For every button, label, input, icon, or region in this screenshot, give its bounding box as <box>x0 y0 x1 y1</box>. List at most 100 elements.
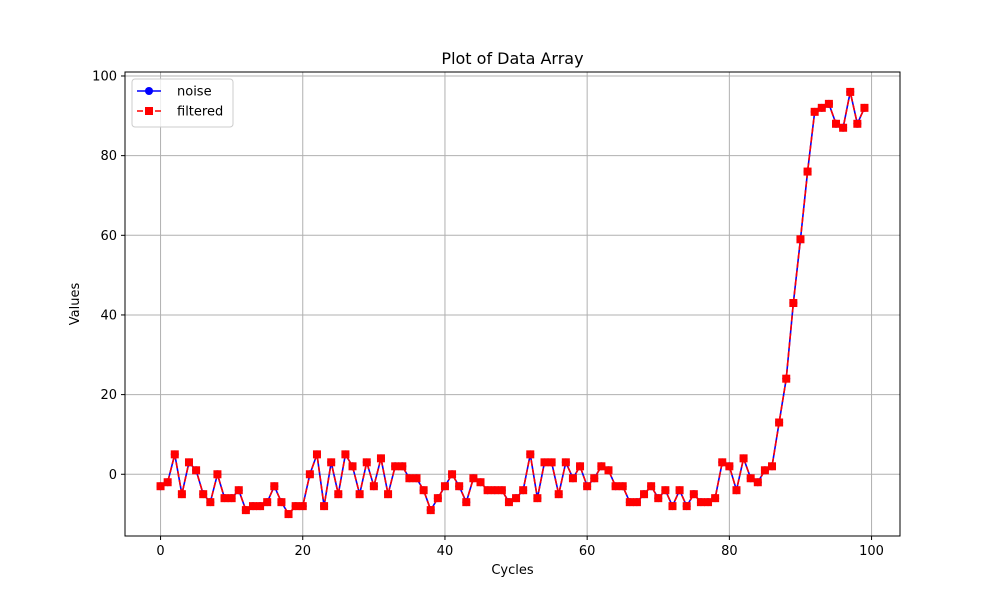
data-point <box>839 123 848 132</box>
data-point <box>241 506 250 515</box>
y-tick-label: 100 <box>92 69 117 84</box>
grid <box>125 72 900 536</box>
y-tick-label: 60 <box>100 229 117 244</box>
data-point <box>561 458 570 467</box>
data-point <box>661 486 670 495</box>
data-point <box>284 510 293 519</box>
plot-frame <box>124 71 901 537</box>
series-filtered <box>156 87 869 519</box>
data-point <box>824 99 833 108</box>
data-point <box>668 502 677 511</box>
series-noise <box>156 87 869 519</box>
data-point <box>504 498 513 507</box>
data-point <box>256 502 265 511</box>
x-tick-label: 20 <box>294 544 311 559</box>
data-point <box>248 502 257 511</box>
axis-ticks: 0 20 40 60 80 100 0 20 40 60 80 100 <box>92 69 884 559</box>
data-point <box>341 450 350 459</box>
data-point <box>263 498 272 507</box>
data-point <box>497 486 506 495</box>
data-point <box>576 462 585 471</box>
data-point <box>476 478 485 487</box>
x-tick-label: 80 <box>721 544 738 559</box>
data-point <box>760 466 769 475</box>
data-point <box>718 458 727 467</box>
data-point <box>732 486 741 495</box>
data-point <box>213 470 222 479</box>
data-point <box>583 482 592 491</box>
data-point <box>817 103 826 112</box>
data-point <box>483 486 492 495</box>
data-point <box>384 490 393 499</box>
data-point <box>334 490 343 499</box>
y-tick-label: 20 <box>100 388 117 403</box>
data-point <box>348 462 357 471</box>
y-tick-label: 80 <box>100 149 117 164</box>
data-point <box>768 462 777 471</box>
x-tick-label: 0 <box>156 544 164 559</box>
data-point <box>860 103 869 112</box>
data-point <box>775 418 784 427</box>
data-point <box>611 482 620 491</box>
data-point <box>810 107 819 116</box>
data-point <box>568 474 577 483</box>
data-point <box>391 462 400 471</box>
data-point <box>355 490 364 499</box>
data-point <box>597 462 606 471</box>
data-point <box>704 498 713 507</box>
data-point <box>291 502 300 511</box>
y-tick-label: 40 <box>100 308 117 323</box>
data-point <box>675 486 684 495</box>
y-axis-label: Values <box>68 283 83 326</box>
data-point <box>163 478 172 487</box>
series-layer <box>156 87 869 519</box>
legend-entry-filtered: filtered <box>137 105 223 120</box>
data-point <box>846 87 855 96</box>
legend-entry-noise: noise <box>137 85 212 100</box>
data-point <box>177 490 186 499</box>
data-point <box>618 482 627 491</box>
data-point <box>320 502 329 511</box>
data-point <box>298 502 307 511</box>
data-point <box>440 482 449 491</box>
data-point <box>220 494 229 503</box>
data-point <box>782 374 791 383</box>
data-point <box>604 466 613 475</box>
data-point <box>305 470 314 479</box>
data-point <box>192 466 201 475</box>
data-point <box>519 486 528 495</box>
data-point <box>362 458 371 467</box>
data-point <box>533 494 542 503</box>
data-point <box>469 474 478 483</box>
data-point <box>696 498 705 507</box>
data-point <box>689 490 698 499</box>
legend-marker <box>145 107 153 115</box>
data-point <box>832 119 841 128</box>
data-point <box>725 462 734 471</box>
data-point <box>512 494 521 503</box>
data-point <box>327 458 336 467</box>
data-point <box>490 486 499 495</box>
data-point <box>369 482 378 491</box>
data-point <box>547 458 556 467</box>
data-point <box>554 490 563 499</box>
data-point <box>640 490 649 499</box>
data-point <box>590 474 599 483</box>
legend-label: filtered <box>177 105 223 120</box>
data-point <box>654 494 663 503</box>
data-point <box>270 482 279 491</box>
legend-label: noise <box>177 85 212 100</box>
data-point <box>455 482 464 491</box>
data-point <box>405 474 414 483</box>
data-point <box>234 486 243 495</box>
data-point <box>540 458 549 467</box>
data-point <box>156 482 165 491</box>
data-point <box>746 474 755 483</box>
x-tick-label: 60 <box>579 544 596 559</box>
data-point <box>711 494 720 503</box>
data-point <box>853 119 862 128</box>
data-point <box>625 498 634 507</box>
data-point <box>789 299 798 308</box>
